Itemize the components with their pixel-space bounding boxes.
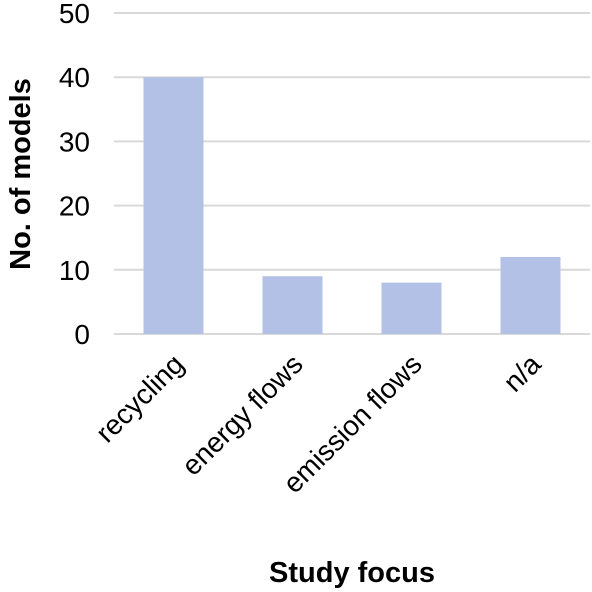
y-tick-label: 10 — [59, 255, 90, 286]
y-tick-labels: 0 10 20 30 40 50 — [59, 0, 90, 350]
y-tick-label: 30 — [59, 126, 90, 157]
bars — [143, 77, 561, 334]
bar-energy-flows — [262, 276, 323, 334]
bar-n-a — [500, 256, 561, 334]
bar-recycling — [143, 77, 204, 334]
y-tick-label: 0 — [74, 319, 90, 350]
bar-emission-flows — [381, 282, 442, 334]
x-tick-label: n/a — [497, 348, 547, 398]
x-tick-label: recycling — [90, 348, 190, 448]
y-tick-label: 50 — [59, 0, 90, 29]
y-axis-title: No. of models — [5, 78, 37, 270]
x-axis-title: Study focus — [269, 557, 435, 589]
y-tick-label: 40 — [59, 62, 90, 93]
x-tick-label: energy flows — [176, 348, 309, 481]
y-tick-label: 20 — [59, 191, 90, 222]
